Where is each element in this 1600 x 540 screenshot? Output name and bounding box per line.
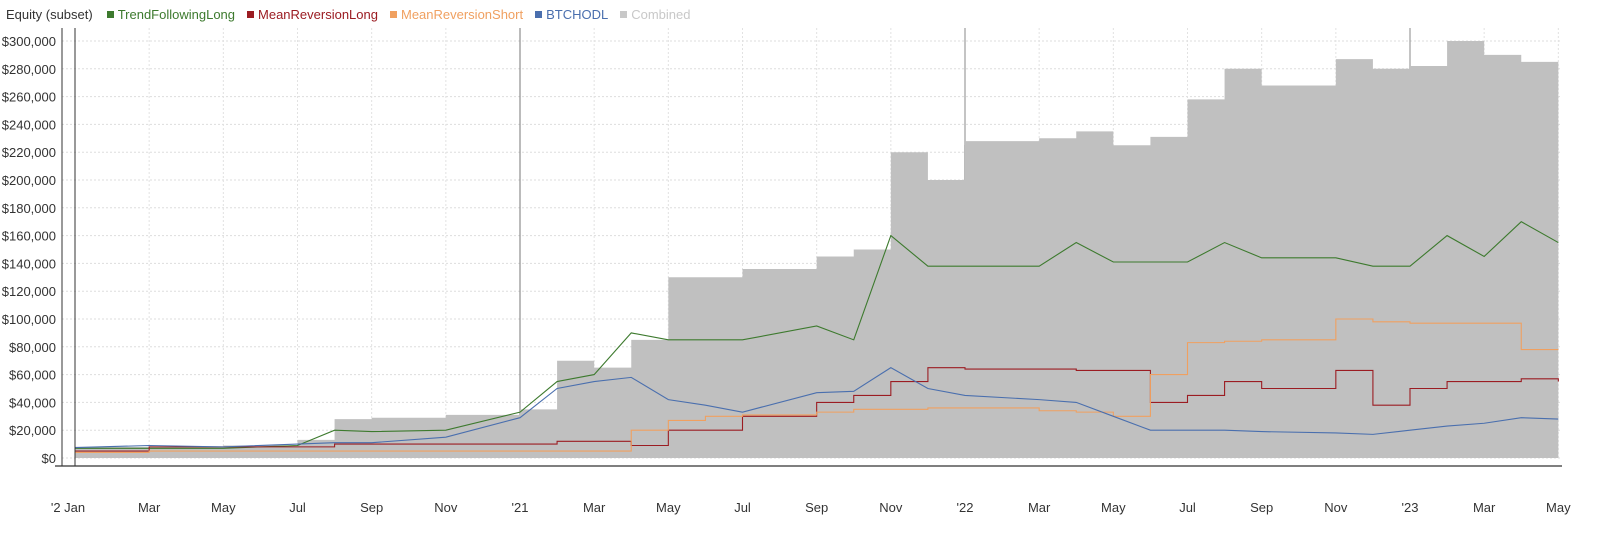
x-axis-ticks: '2 Jan Mar May Jul Sep Nov '21 Mar May Jul Sep Nov '… (51, 500, 1571, 515)
x-tick-label: Mar (583, 500, 606, 515)
y-tick-label: $80,000 (9, 340, 56, 355)
legend-item-meanreversionshort[interactable]: MeanReversionShort (389, 7, 523, 22)
series-line-meanreversionshort (75, 318, 1559, 453)
x-tick-label: May (656, 500, 681, 515)
x-tick-label: Sep (1250, 500, 1273, 515)
y-tick-label: $180,000 (2, 201, 56, 216)
series-line-btchodl (74, 367, 1559, 449)
legend-swatch-icon (106, 10, 114, 18)
y-tick-label: $240,000 (2, 117, 56, 132)
x-tick-label: Mar (1473, 500, 1496, 515)
y-tick-label: $140,000 (2, 256, 56, 271)
legend-item-btchodl[interactable]: BTCHODL (535, 7, 608, 22)
y-tick-label: $160,000 (2, 229, 56, 244)
x-tick-label: Nov (879, 500, 903, 515)
y-tick-label: $0 (42, 451, 56, 466)
axes (55, 28, 1562, 467)
y-axis-ticks: $0 $20,000 $40,000 $60,000 $80,000 $100,000 $1… (2, 34, 56, 466)
legend-swatch-icon (535, 10, 543, 18)
y-tick-label: $220,000 (2, 145, 56, 160)
series-lines (74, 221, 1559, 453)
x-tick-label: '22 (957, 500, 974, 515)
y-tick-label: $60,000 (9, 368, 56, 383)
x-tick-label: Nov (1324, 500, 1348, 515)
chart-legend: Equity (subset) TrendFollowingLong MeanR… (6, 5, 703, 23)
x-tick-label: Nov (434, 500, 458, 515)
legend-swatch-icon (389, 10, 397, 18)
y-tick-label: $300,000 (2, 34, 56, 49)
x-tick-label: Jul (289, 500, 306, 515)
legend-swatch-icon (620, 10, 628, 18)
x-tick-label: Mar (1028, 500, 1051, 515)
y-tick-label: $120,000 (2, 284, 56, 299)
x-tick-label: '23 (1402, 500, 1419, 515)
legend-swatch-icon (247, 10, 255, 18)
y-tick-label: $100,000 (2, 312, 56, 327)
series-line-trendfollowinglong (75, 221, 1559, 449)
x-tick-label: May (211, 500, 236, 515)
x-tick-label: Sep (360, 500, 383, 515)
y-tick-label: $40,000 (9, 395, 56, 410)
chart-title: Equity (subset) (6, 6, 93, 22)
legend-item-meanreversionlong[interactable]: MeanReversionLong (247, 7, 378, 22)
y-tick-label: $260,000 (2, 90, 56, 105)
x-tick-label: '2 Jan (51, 500, 85, 515)
legend-item-trendfollowinglong[interactable]: TrendFollowingLong (106, 7, 235, 22)
y-tick-label: $200,000 (2, 173, 56, 188)
x-tick-label: Jul (1179, 500, 1196, 515)
series-line-meanreversionlong (75, 367, 1559, 452)
x-tick-label: '21 (512, 500, 529, 515)
y-tick-label: $20,000 (9, 423, 56, 438)
x-tick-label: May (1101, 500, 1126, 515)
x-tick-label: May (1546, 500, 1571, 515)
y-tick-label: $280,000 (2, 62, 56, 77)
legend-item-combined[interactable]: Combined (620, 7, 691, 22)
x-tick-label: Jul (734, 500, 751, 515)
x-tick-label: Sep (805, 500, 828, 515)
x-tick-label: Mar (138, 500, 161, 515)
